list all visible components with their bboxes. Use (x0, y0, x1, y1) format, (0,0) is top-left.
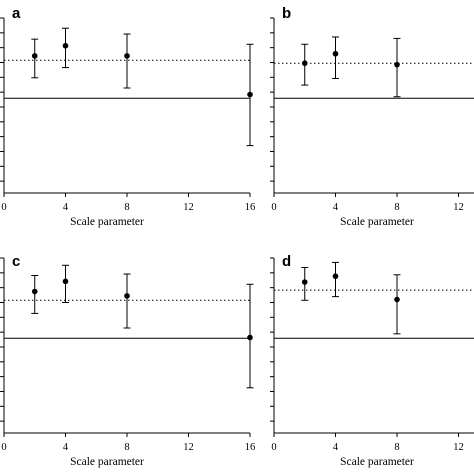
x-tick-label: 12 (183, 202, 194, 213)
data-point (31, 53, 38, 59)
x-axis-title: Scale parameter (340, 456, 414, 468)
x-tick-label: 4 (63, 442, 69, 453)
data-point (332, 50, 339, 57)
data-point (124, 293, 130, 299)
x-axis-title: Scale parameter (70, 456, 144, 468)
data-point (247, 334, 253, 341)
data-point (394, 296, 400, 303)
panel-a: 0 4 8 12 16 Scale parameter a (0, 5, 255, 228)
x-tick-label: 4 (63, 202, 69, 213)
x-tick-label: 12 (453, 442, 464, 453)
x-axis-title: Scale parameter (70, 216, 144, 228)
panel-d: 0 4 8 12 Scale parameter d (270, 253, 474, 468)
data-point (394, 61, 400, 68)
panel-label: b (282, 5, 291, 22)
data-point (31, 288, 38, 295)
x-tick-label: 4 (333, 442, 339, 453)
x-tick-label: 8 (394, 202, 399, 213)
x-tick-label: 0 (271, 202, 276, 213)
data-point (62, 42, 69, 49)
x-tick-label: 8 (124, 442, 129, 453)
x-axis-title: Scale parameter (340, 216, 414, 228)
data-point (301, 60, 308, 67)
x-tick-label: 0 (1, 442, 6, 453)
data-point (124, 53, 130, 59)
x-tick-label: 16 (245, 202, 256, 213)
x-tick-label: 0 (1, 202, 6, 213)
data-point (332, 273, 339, 280)
panel-c: 0 4 8 12 16 Scale parameter c (0, 253, 255, 468)
panel-label: a (12, 5, 21, 22)
x-tick-label: 8 (124, 202, 129, 213)
data-point (62, 278, 69, 285)
panel-label: d (282, 253, 291, 270)
x-tick-label: 8 (394, 442, 399, 453)
panel-b: 0 4 8 12 Scale parameter b (270, 5, 474, 228)
panel-label: c (12, 253, 20, 270)
x-tick-label: 0 (271, 442, 276, 453)
x-tick-label: 4 (333, 202, 339, 213)
data-point (247, 91, 253, 98)
x-tick-label: 12 (183, 442, 194, 453)
x-tick-label: 12 (453, 202, 464, 213)
data-point (301, 279, 308, 285)
x-tick-label: 16 (245, 442, 256, 453)
